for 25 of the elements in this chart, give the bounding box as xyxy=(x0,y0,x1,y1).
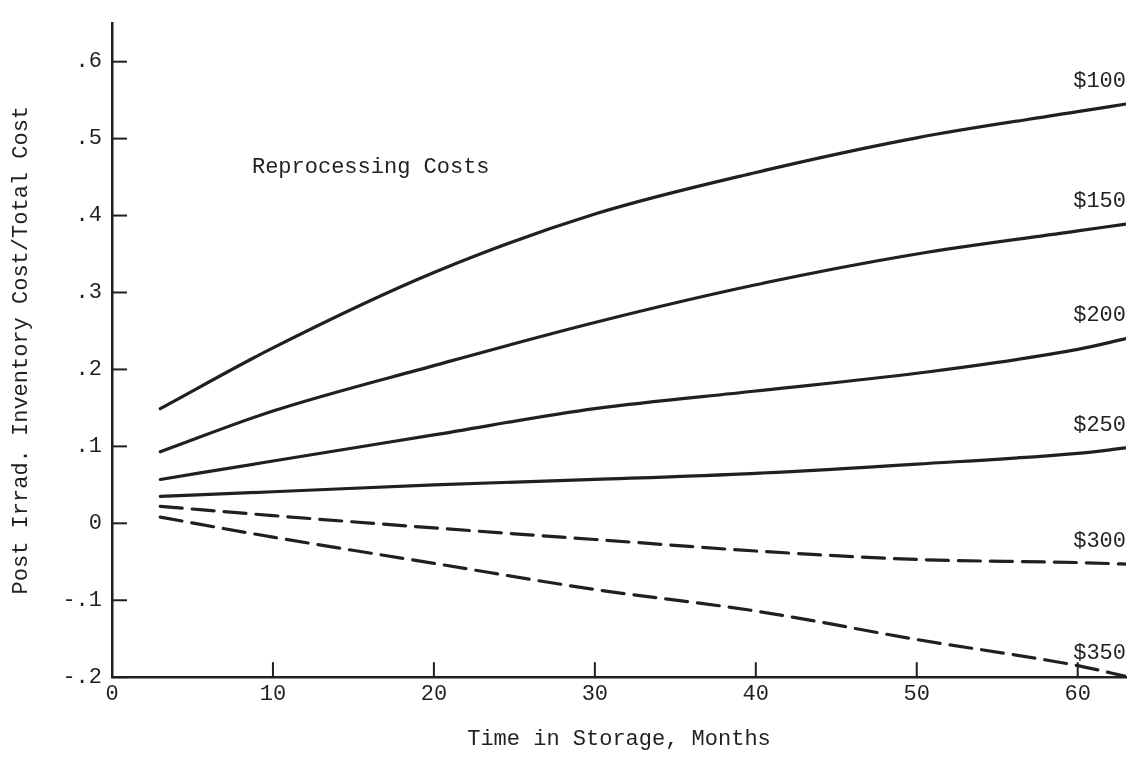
series-label: $200 xyxy=(1073,303,1126,329)
legend-title: Reprocessing Costs xyxy=(251,154,490,180)
series-label: $300 xyxy=(1073,528,1126,554)
x-tick-label: 50 xyxy=(903,682,930,708)
x-tick-label: 10 xyxy=(259,682,287,708)
y-tick-label: -.1 xyxy=(62,588,103,614)
series-label: $150 xyxy=(1073,188,1126,214)
y-tick-label: .4 xyxy=(75,203,103,229)
series-label: $350 xyxy=(1073,641,1126,667)
y-tick-label: .1 xyxy=(75,434,103,460)
y-tick-label: .5 xyxy=(75,126,103,152)
x-tick-label: 60 xyxy=(1064,682,1091,708)
series-label: $100 xyxy=(1073,68,1126,94)
y-tick-label: 0 xyxy=(88,511,103,537)
series-label: $250 xyxy=(1073,412,1126,438)
y-tick-label: .2 xyxy=(75,357,103,383)
x-tick-label: 0 xyxy=(105,682,119,708)
x-axis-title: Time in Storage, Months xyxy=(467,726,771,752)
x-tick-label: 40 xyxy=(742,682,770,708)
x-tick-label: 30 xyxy=(581,682,609,708)
y-tick-label: .3 xyxy=(75,280,103,306)
y-tick-label: -.2 xyxy=(62,665,103,691)
x-tick-label: 20 xyxy=(420,682,448,708)
y-tick-label: .6 xyxy=(75,49,103,75)
y-axis-title: Post Irrad. Inventory Cost/Total Cost xyxy=(9,105,35,595)
